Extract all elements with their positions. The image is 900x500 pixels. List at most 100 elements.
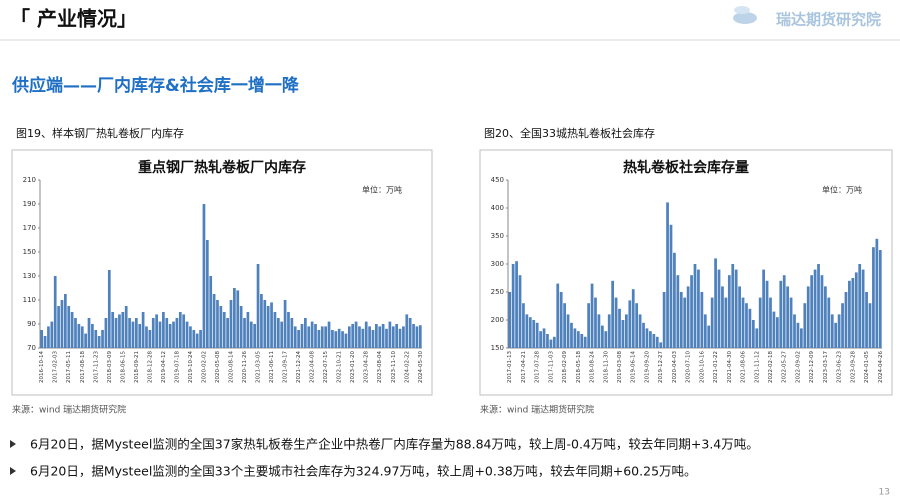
bar bbox=[576, 331, 580, 348]
bar bbox=[375, 324, 378, 348]
bar bbox=[590, 283, 594, 348]
x-tick-label: 2023-03-17 bbox=[823, 351, 829, 383]
bar bbox=[209, 276, 213, 348]
chart-caption: 图19、样本钢厂热轧卷板厂内库存 bbox=[16, 126, 184, 140]
bar bbox=[263, 300, 267, 348]
page-number: 13 bbox=[879, 488, 890, 498]
bar bbox=[707, 325, 711, 348]
bar bbox=[779, 280, 783, 348]
bar bbox=[341, 331, 344, 348]
bar bbox=[53, 276, 57, 348]
bar bbox=[60, 300, 64, 348]
bar bbox=[199, 330, 202, 348]
bar bbox=[611, 280, 615, 348]
bar bbox=[70, 312, 74, 348]
y-tick-label: 150 bbox=[23, 248, 36, 256]
bar bbox=[47, 326, 50, 348]
bar bbox=[128, 318, 131, 348]
x-tick-label: 2024-05-30 bbox=[418, 351, 424, 383]
bar bbox=[769, 297, 772, 348]
bar bbox=[594, 297, 597, 348]
bar bbox=[304, 318, 307, 348]
bullet-text: 6月20日，据Mysteel监测的全国33个主要城市社会库存为324.97万吨，… bbox=[30, 464, 697, 479]
bar bbox=[635, 303, 639, 348]
bar bbox=[528, 317, 532, 348]
y-tick-label: 210 bbox=[23, 176, 36, 184]
y-tick-label: 170 bbox=[23, 224, 36, 232]
bar bbox=[508, 292, 512, 348]
bar bbox=[74, 318, 77, 348]
x-tick-label: 2021-12-24 bbox=[296, 351, 302, 383]
y-tick-label: 250 bbox=[491, 288, 504, 296]
bar bbox=[717, 269, 721, 348]
bar bbox=[195, 333, 199, 348]
bar bbox=[607, 314, 611, 348]
bar bbox=[354, 321, 358, 348]
bar bbox=[84, 333, 87, 348]
bar bbox=[283, 300, 287, 348]
x-tick-label: 2019-12-27 bbox=[658, 351, 664, 383]
chart-title: 热轧卷板社会库存量 bbox=[623, 159, 749, 176]
bar bbox=[388, 321, 392, 348]
y-tick-label: 110 bbox=[23, 296, 36, 304]
x-tick-label: 2019-10-24 bbox=[188, 351, 194, 383]
x-tick-label: 2022-07-15 bbox=[323, 351, 329, 383]
bar bbox=[172, 321, 175, 348]
bar bbox=[212, 294, 216, 348]
bar bbox=[337, 328, 341, 348]
bar bbox=[522, 303, 525, 348]
x-tick-label: 2020-04-03 bbox=[672, 351, 678, 383]
bar bbox=[134, 318, 138, 348]
bar bbox=[368, 326, 371, 348]
bar bbox=[806, 286, 810, 348]
x-tick-label: 2018-02-09 bbox=[562, 351, 568, 383]
bar bbox=[872, 247, 875, 348]
x-tick-label: 2019-04-12 bbox=[161, 351, 167, 383]
bar bbox=[358, 326, 361, 348]
chart-frame bbox=[479, 149, 893, 396]
x-tick-label: 2020-02-02 bbox=[201, 351, 207, 383]
bar bbox=[583, 336, 587, 348]
bar bbox=[43, 336, 47, 348]
y-tick-label: 200 bbox=[491, 316, 504, 324]
section-title: 「 产业情况」 bbox=[10, 7, 137, 31]
bar bbox=[700, 292, 704, 348]
bar bbox=[256, 264, 260, 348]
bar bbox=[280, 321, 284, 348]
bar bbox=[64, 294, 67, 348]
bar bbox=[546, 334, 549, 348]
x-tick-label: 2021-03-05 bbox=[256, 351, 262, 383]
bar bbox=[222, 312, 226, 348]
bar bbox=[817, 264, 820, 348]
bar bbox=[141, 312, 145, 348]
bar bbox=[168, 324, 172, 348]
x-tick-label: 2021-06-11 bbox=[269, 351, 275, 383]
x-tick-label: 2017-02-03 bbox=[53, 351, 59, 383]
bar bbox=[249, 321, 253, 348]
bar bbox=[107, 270, 111, 348]
logo-text: 瑞达期货研究院 bbox=[776, 11, 881, 29]
bar bbox=[314, 324, 317, 348]
bar bbox=[219, 306, 223, 348]
bar bbox=[293, 326, 297, 348]
bar bbox=[570, 322, 573, 348]
bar bbox=[649, 331, 652, 348]
bar bbox=[676, 275, 680, 348]
bar bbox=[334, 331, 338, 348]
bar bbox=[669, 224, 673, 348]
x-tick-label: 2020-08-14 bbox=[229, 351, 235, 383]
bar bbox=[300, 324, 304, 348]
y-tick-label: 150 bbox=[491, 344, 504, 352]
bar bbox=[202, 204, 206, 348]
bar bbox=[287, 312, 290, 348]
bar bbox=[412, 324, 415, 348]
bar bbox=[755, 328, 759, 348]
bar bbox=[402, 326, 405, 348]
bar bbox=[192, 330, 196, 348]
x-tick-label: 2024-02-22 bbox=[404, 351, 410, 383]
x-tick-label: 2016-10-14 bbox=[39, 351, 45, 383]
x-tick-label: 2020-07-10 bbox=[686, 351, 692, 383]
x-tick-label: 2018-12-28 bbox=[147, 351, 153, 383]
bar bbox=[765, 280, 769, 348]
bar bbox=[131, 321, 135, 348]
